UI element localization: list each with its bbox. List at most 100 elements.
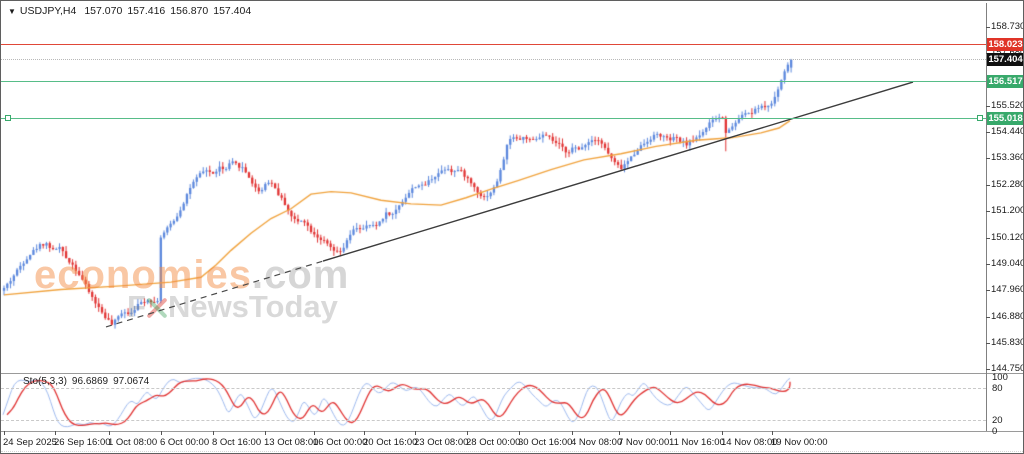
support-price-badge: 156.517 [987, 75, 1023, 89]
price-axis-line [986, 3, 987, 431]
x-axis-label: 19 Nov 00:00 [771, 437, 828, 448]
x-axis-tick [364, 431, 365, 435]
line-handle-left[interactable] [5, 114, 11, 121]
x-axis-tick [772, 431, 773, 435]
ohlc-low: 156.870 [170, 5, 209, 17]
y-axis-tick [986, 27, 990, 28]
x-axis-tick [467, 431, 468, 435]
y-axis-tick [986, 158, 990, 160]
y-axis-label: 154.440 [991, 125, 1024, 137]
x-axis-tick [55, 431, 56, 435]
watermark-fxnewstoday: F NewsToday [127, 289, 338, 325]
y-axis-tick [986, 184, 990, 186]
x-axis-tick [415, 431, 416, 435]
x-axis-label: 11 Nov 16:00 [669, 437, 725, 448]
time-axis-separator [1, 431, 1023, 432]
y-axis-tick [986, 264, 990, 266]
ohlc-high: 157.416 [127, 5, 166, 17]
y-axis-label: 152.280 [991, 178, 1024, 190]
line-handle-right[interactable] [977, 114, 983, 121]
x-axis-label: 20 Oct 16:00 [363, 437, 418, 448]
stochastic-main-value: 96.6869 [71, 376, 109, 387]
stochastic-level-line [1, 420, 986, 422]
pane-separator[interactable] [1, 373, 1023, 374]
x-axis-tick [619, 431, 620, 435]
y-axis-label: 150.120 [991, 231, 1024, 243]
x-axis-label: 6 Oct 00:00 [160, 437, 210, 448]
y-axis-tick [986, 316, 990, 318]
symbol-period-label: USDJPY,H4 [19, 5, 77, 17]
trendline-dashed-segment[interactable] [105, 260, 324, 328]
y-axis-tick [986, 52, 990, 54]
x-axis-tick [213, 431, 214, 435]
stochastic-indicator-label: Sto(5,3,3) 96.6869 97.0674 [23, 376, 154, 387]
y-axis-tick [986, 237, 990, 239]
y-axis-tick [986, 131, 990, 133]
x-axis-tick [109, 431, 110, 435]
support-price-badge: 155.018 [987, 111, 1023, 125]
y-axis-label: 155.520 [991, 99, 1024, 111]
x-axis-label: 24 Sep 2025 [3, 437, 57, 448]
y-axis-label: 144.750 [991, 363, 1024, 374]
x-axis-label: 26 Sep 16:00 [54, 437, 111, 448]
watermark-f: F [127, 289, 146, 324]
y-axis-label: 149.040 [991, 258, 1024, 270]
x-axis-label: 1 Oct 08:00 [108, 437, 158, 448]
current-price-badge: 157.404 [987, 53, 1023, 67]
x-axis-tick [670, 431, 671, 435]
x-axis-tick [265, 431, 266, 435]
x-axis-label: 28 Oct 00:00 [466, 437, 521, 448]
y-axis-label: 153.360 [991, 152, 1024, 164]
watermark-suffix: .com [251, 253, 350, 297]
y-axis-tick [986, 105, 990, 107]
stochastic-scale-label: 80 [992, 382, 1003, 394]
watermark-brand: economies [34, 253, 252, 297]
x-axis-tick [314, 431, 315, 435]
support-line[interactable] [1, 117, 986, 119]
x-axis-label: 7 Nov 00:00 [618, 437, 670, 448]
stochastic-scale-label: 0 [992, 426, 998, 437]
x-axis-label: 16 Oct 00:00 [313, 437, 368, 448]
stochastic-level-line [1, 387, 986, 389]
ohlc-close: 157.404 [213, 5, 252, 17]
stochastic-signal-value: 97.0674 [113, 376, 150, 387]
x-axis-label: 30 Oct 16:00 [518, 437, 573, 448]
stochastic-scale-label: 100 [992, 372, 1008, 383]
y-axis-label: 147.960 [991, 284, 1024, 296]
y-axis-label: 146.880 [991, 310, 1024, 322]
x-axis-tick [572, 431, 573, 435]
y-axis-tick [986, 342, 990, 344]
x-axis-tick [722, 431, 723, 435]
y-axis-label: 151.200 [991, 205, 1024, 217]
chart-ohlc-title: ▼ USDJPY,H4 157.070 157.416 156.870 157.404 [8, 5, 256, 17]
bottom-grid-line [1, 451, 1023, 452]
x-axis-label: 14 Nov 08:00 [721, 437, 778, 448]
stochastic-scale-label: 20 [992, 415, 1003, 427]
resistance-price-badge: 158.023 [987, 38, 1023, 52]
watermark-economies: economies.com [34, 253, 349, 298]
x-axis-label: 23 Oct 08:00 [414, 437, 469, 448]
support-line[interactable] [1, 81, 986, 83]
y-axis-tick [986, 369, 990, 370]
stochastic-settings: Sto(5,3,3) [23, 376, 67, 387]
ohlc-open: 157.070 [84, 5, 123, 17]
x-axis-label: 13 Oct 08:00 [264, 437, 319, 448]
resistance-line[interactable] [1, 44, 986, 46]
x-axis-tick [519, 431, 520, 435]
y-axis-label: 158.730 [991, 21, 1024, 32]
y-axis-tick [986, 290, 990, 292]
x-axis-tick [4, 431, 5, 435]
y-axis-label: 157.680 [991, 46, 1024, 58]
watermark-rest: NewsToday [167, 289, 338, 324]
x-axis-label: 4 Nov 08:00 [571, 437, 623, 448]
x-axis-tick [161, 431, 162, 435]
collapse-arrow-icon[interactable]: ▼ [8, 7, 16, 16]
current-price-line [1, 59, 986, 61]
x-axis-label: 8 Oct 16:00 [212, 437, 262, 448]
y-axis-label: 145.830 [991, 336, 1024, 348]
y-axis-tick [986, 211, 990, 213]
trendline[interactable] [322, 81, 914, 262]
